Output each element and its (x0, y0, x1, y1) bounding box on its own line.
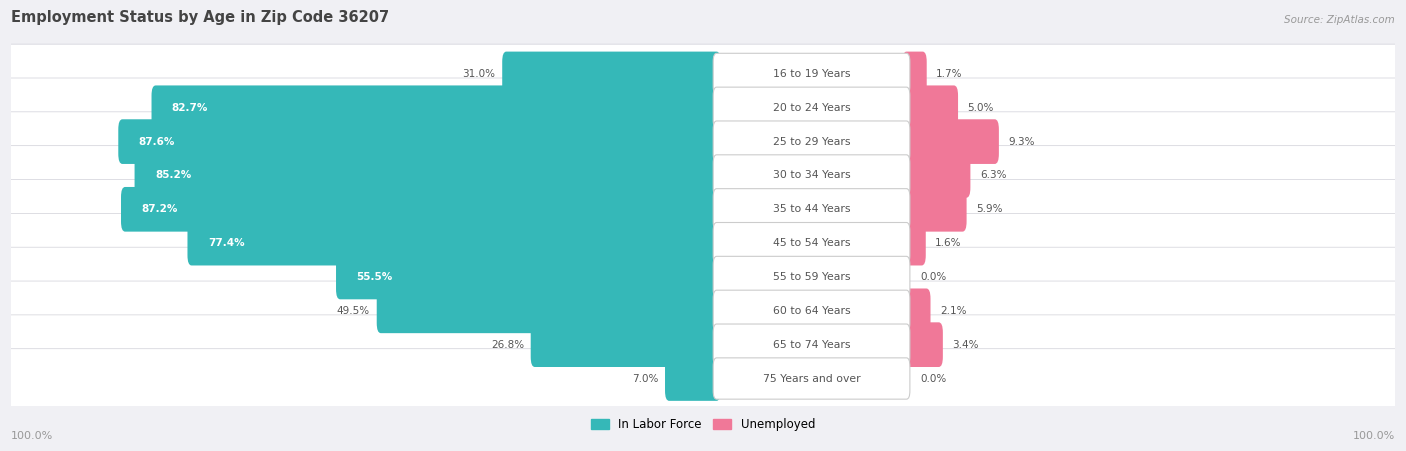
FancyBboxPatch shape (121, 187, 721, 232)
FancyBboxPatch shape (6, 281, 1400, 341)
Text: Employment Status by Age in Zip Code 36207: Employment Status by Age in Zip Code 362… (11, 10, 389, 25)
Text: 100.0%: 100.0% (11, 431, 53, 441)
FancyBboxPatch shape (903, 221, 925, 266)
Text: 6.3%: 6.3% (980, 170, 1007, 180)
Text: Source: ZipAtlas.com: Source: ZipAtlas.com (1284, 15, 1395, 25)
FancyBboxPatch shape (903, 119, 998, 164)
FancyBboxPatch shape (6, 179, 1400, 239)
Text: 1.7%: 1.7% (936, 69, 963, 79)
FancyBboxPatch shape (6, 112, 1400, 171)
FancyBboxPatch shape (713, 290, 910, 331)
FancyBboxPatch shape (6, 213, 1400, 273)
FancyBboxPatch shape (502, 51, 721, 96)
Text: 31.0%: 31.0% (463, 69, 495, 79)
Text: 1.6%: 1.6% (935, 238, 962, 248)
Text: 7.0%: 7.0% (631, 373, 658, 383)
FancyBboxPatch shape (6, 247, 1400, 307)
FancyBboxPatch shape (135, 153, 721, 198)
FancyBboxPatch shape (713, 358, 910, 399)
FancyBboxPatch shape (377, 289, 721, 333)
Text: 0.0%: 0.0% (920, 373, 946, 383)
Text: 20 to 24 Years: 20 to 24 Years (773, 103, 851, 113)
Text: 77.4%: 77.4% (208, 238, 245, 248)
Text: 75 Years and over: 75 Years and over (762, 373, 860, 383)
Text: 9.3%: 9.3% (1008, 137, 1035, 147)
Text: 65 to 74 Years: 65 to 74 Years (773, 340, 851, 350)
Text: 55 to 59 Years: 55 to 59 Years (773, 272, 851, 282)
Text: 55.5%: 55.5% (356, 272, 392, 282)
Text: 5.9%: 5.9% (976, 204, 1002, 214)
Text: 16 to 19 Years: 16 to 19 Years (773, 69, 851, 79)
Text: 87.6%: 87.6% (139, 137, 174, 147)
FancyBboxPatch shape (187, 221, 721, 266)
Text: 25 to 29 Years: 25 to 29 Years (773, 137, 851, 147)
Text: 5.0%: 5.0% (967, 103, 994, 113)
FancyBboxPatch shape (903, 289, 931, 333)
FancyBboxPatch shape (6, 146, 1400, 205)
FancyBboxPatch shape (6, 315, 1400, 374)
Legend: In Labor Force, Unemployed: In Labor Force, Unemployed (586, 414, 820, 436)
FancyBboxPatch shape (118, 119, 721, 164)
Text: 0.0%: 0.0% (920, 272, 946, 282)
FancyBboxPatch shape (530, 322, 721, 367)
FancyBboxPatch shape (713, 87, 910, 129)
FancyBboxPatch shape (903, 85, 957, 130)
Text: 45 to 54 Years: 45 to 54 Years (773, 238, 851, 248)
FancyBboxPatch shape (903, 322, 943, 367)
FancyBboxPatch shape (903, 51, 927, 96)
Text: 87.2%: 87.2% (142, 204, 177, 214)
Text: 3.4%: 3.4% (952, 340, 979, 350)
FancyBboxPatch shape (713, 222, 910, 264)
FancyBboxPatch shape (713, 53, 910, 95)
FancyBboxPatch shape (152, 85, 721, 130)
Text: 100.0%: 100.0% (1353, 431, 1395, 441)
FancyBboxPatch shape (713, 155, 910, 196)
Text: 85.2%: 85.2% (155, 170, 191, 180)
FancyBboxPatch shape (713, 189, 910, 230)
Text: 49.5%: 49.5% (337, 306, 370, 316)
FancyBboxPatch shape (6, 44, 1400, 104)
Text: 60 to 64 Years: 60 to 64 Years (773, 306, 851, 316)
FancyBboxPatch shape (713, 256, 910, 298)
Text: 82.7%: 82.7% (172, 103, 208, 113)
Text: 26.8%: 26.8% (491, 340, 524, 350)
FancyBboxPatch shape (6, 78, 1400, 138)
FancyBboxPatch shape (6, 349, 1400, 408)
FancyBboxPatch shape (903, 187, 966, 232)
FancyBboxPatch shape (713, 324, 910, 365)
Text: 35 to 44 Years: 35 to 44 Years (773, 204, 851, 214)
FancyBboxPatch shape (903, 153, 970, 198)
FancyBboxPatch shape (665, 356, 721, 401)
Text: 2.1%: 2.1% (941, 306, 966, 316)
FancyBboxPatch shape (713, 121, 910, 162)
Text: 30 to 34 Years: 30 to 34 Years (773, 170, 851, 180)
FancyBboxPatch shape (336, 255, 721, 299)
